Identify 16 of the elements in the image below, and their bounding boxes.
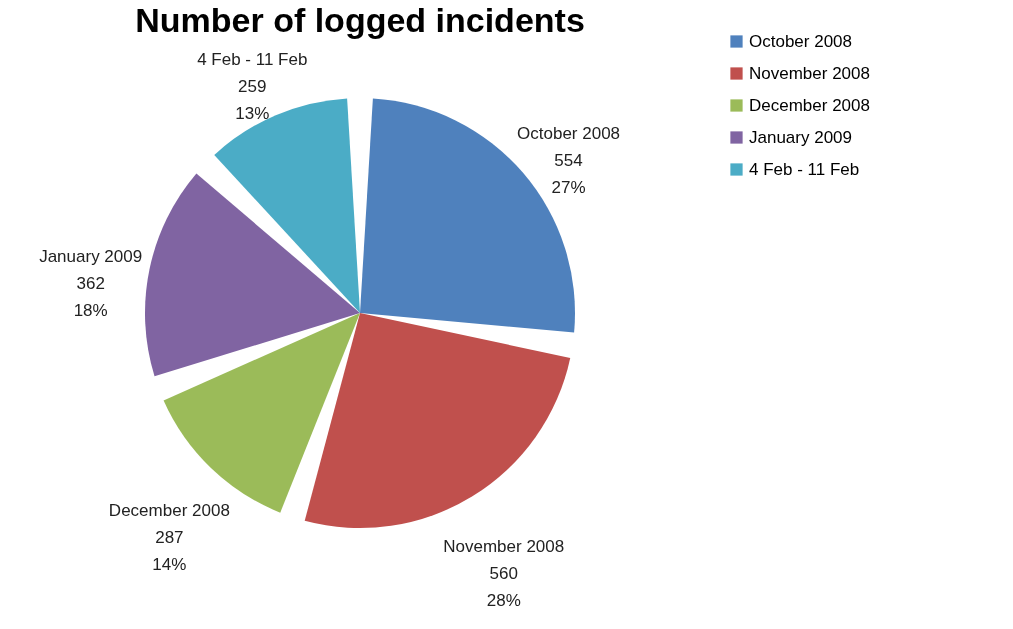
slice-label: January 2009 bbox=[39, 247, 143, 267]
legend-label: October 2008 bbox=[749, 31, 853, 51]
data-label: 362 18% bbox=[73, 274, 108, 321]
chart-title: Number of logged incidents bbox=[135, 1, 585, 39]
legend-label: January 2009 bbox=[749, 127, 853, 147]
legend-label: December 2008 bbox=[749, 95, 870, 115]
data-label: 287 14% bbox=[152, 528, 187, 575]
data-label: 259 13% bbox=[235, 76, 270, 123]
data-label: 554 27% bbox=[551, 150, 586, 197]
legend-label: November 2008 bbox=[749, 63, 870, 83]
legend-label: 4 Feb - 11 Feb bbox=[749, 159, 860, 179]
slice-label: December 2008 bbox=[108, 501, 230, 521]
slice-label: 4 Feb - 11 Feb bbox=[197, 49, 308, 69]
slice-label: October 2008 bbox=[517, 123, 621, 143]
slice-label: November 2008 bbox=[443, 537, 565, 557]
data-label: 560 28% bbox=[486, 564, 521, 611]
